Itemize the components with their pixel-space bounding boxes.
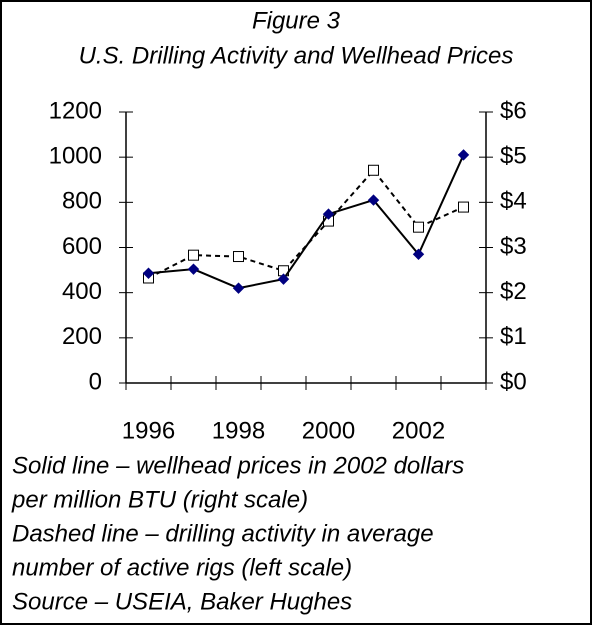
x-tick-label: 1996: [122, 417, 175, 444]
y-tick-label: 600: [62, 233, 102, 260]
marker: [367, 194, 380, 206]
y2-tick-label: $0: [500, 368, 527, 395]
caption: number of active rigs (left scale): [12, 554, 352, 581]
y2-tick-label: $5: [500, 143, 527, 170]
y-tick-label: 400: [62, 278, 102, 305]
y2-tick-label: $3: [500, 233, 527, 260]
x-tick-label: 1998: [212, 417, 265, 444]
caption: per million BTU (right scale): [11, 486, 308, 513]
y2-tick-label: $2: [500, 278, 527, 305]
caption: Dashed line – drilling activity in avera…: [12, 520, 434, 547]
marker: [412, 248, 425, 260]
y2-tick-label: $6: [500, 97, 527, 124]
marker: [458, 201, 469, 213]
caption: Solid line – wellhead prices in 2002 dol…: [12, 452, 464, 479]
x-tick-label: 2000: [302, 417, 355, 444]
marker: [322, 208, 335, 220]
series-line: [148, 154, 465, 290]
y2-tick-label: $1: [500, 323, 527, 350]
marker: [368, 164, 379, 176]
x-tick-label: 2002: [392, 417, 445, 444]
caption: Source – USEIA, Baker Hughes: [12, 588, 352, 615]
marker: [413, 221, 424, 233]
y-tick-label: 1000: [49, 143, 102, 170]
y-tick-label: 0: [89, 368, 102, 395]
y-tick-label: 200: [62, 323, 102, 350]
chart-subtitle: U.S. Drilling Activity and Wellhead Pric…: [79, 42, 514, 69]
marker: [142, 267, 155, 279]
series-line: [148, 168, 464, 279]
marker: [277, 273, 290, 285]
marker: [187, 263, 200, 275]
marker: [188, 249, 199, 261]
marker: [232, 282, 245, 294]
chart-title: Figure 3: [252, 7, 341, 34]
marker: [457, 149, 470, 161]
y-tick-label: 1200: [49, 97, 102, 124]
marker: [233, 251, 244, 263]
y-tick-label: 800: [62, 188, 102, 215]
y2-tick-label: $4: [500, 188, 527, 215]
